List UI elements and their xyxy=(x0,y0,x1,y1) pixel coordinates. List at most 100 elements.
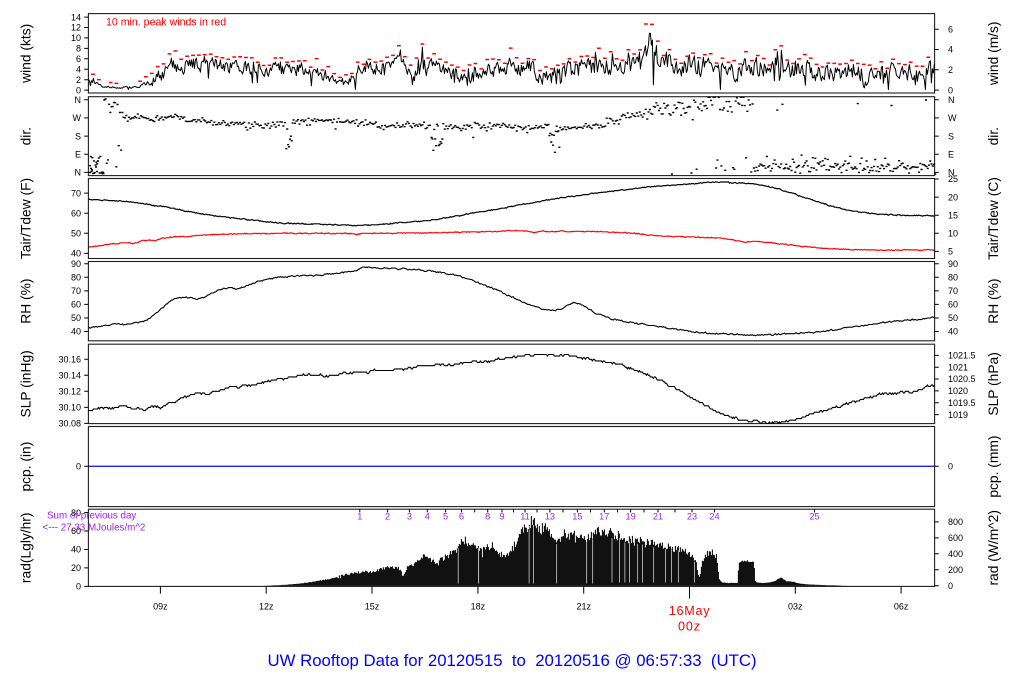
svg-text:20: 20 xyxy=(948,192,958,202)
svg-text:dir.: dir. xyxy=(986,127,1001,145)
svg-text:9: 9 xyxy=(499,511,504,521)
svg-text:21: 21 xyxy=(653,511,663,521)
svg-text:6: 6 xyxy=(76,54,81,64)
svg-text:Tair/Tdew (F): Tair/Tdew (F) xyxy=(19,178,34,259)
svg-text:25: 25 xyxy=(948,174,958,184)
svg-text:<--- 27.33 MJoules/m^2: <--- 27.33 MJoules/m^2 xyxy=(43,523,146,534)
svg-text:70: 70 xyxy=(71,188,81,198)
svg-text:SLP (hPa): SLP (hPa) xyxy=(986,352,1001,415)
svg-text:pcp. (mm): pcp. (mm) xyxy=(986,436,1001,498)
svg-text:30.08: 30.08 xyxy=(58,419,81,429)
svg-text:N: N xyxy=(948,95,955,105)
svg-text:UW Rooftop Data for 20120515: UW Rooftop Data for 20120515 to 20120516… xyxy=(267,651,756,670)
svg-text:4: 4 xyxy=(76,64,81,74)
svg-text:19: 19 xyxy=(625,511,635,521)
svg-text:60: 60 xyxy=(71,208,81,218)
svg-text:1020.5: 1020.5 xyxy=(948,374,976,384)
svg-text:SLP (inHg): SLP (inHg) xyxy=(19,350,34,417)
svg-text:80: 80 xyxy=(71,273,81,283)
svg-text:30.14: 30.14 xyxy=(58,371,81,381)
svg-text:15: 15 xyxy=(572,511,582,521)
svg-text:E: E xyxy=(75,149,81,159)
svg-text:rad (W/m^2): rad (W/m^2) xyxy=(986,510,1001,585)
svg-text:RH (%): RH (%) xyxy=(986,278,1001,323)
svg-text:8: 8 xyxy=(76,44,81,54)
svg-text:21z: 21z xyxy=(576,602,591,612)
svg-text:30.12: 30.12 xyxy=(58,387,81,397)
svg-text:50: 50 xyxy=(71,313,81,323)
svg-text:600: 600 xyxy=(948,533,963,543)
svg-text:S: S xyxy=(948,131,954,141)
svg-text:dir.: dir. xyxy=(19,127,34,145)
svg-text:5: 5 xyxy=(443,511,448,521)
svg-text:N: N xyxy=(948,168,955,178)
svg-text:S: S xyxy=(75,131,81,141)
svg-text:10: 10 xyxy=(71,33,81,43)
svg-text:0: 0 xyxy=(76,582,81,592)
svg-text:W: W xyxy=(73,113,82,123)
svg-text:0: 0 xyxy=(76,462,81,472)
svg-text:1021.5: 1021.5 xyxy=(948,351,976,361)
svg-text:90: 90 xyxy=(948,259,958,269)
svg-text:30.10: 30.10 xyxy=(58,403,81,413)
svg-text:8: 8 xyxy=(485,511,490,521)
svg-text:60: 60 xyxy=(71,300,81,310)
svg-text:70: 70 xyxy=(71,286,81,296)
svg-text:10 min. peak winds in red: 10 min. peak winds in red xyxy=(106,16,226,28)
svg-text:14: 14 xyxy=(71,12,81,22)
svg-text:40: 40 xyxy=(71,545,81,555)
svg-text:60: 60 xyxy=(948,300,958,310)
svg-text:2: 2 xyxy=(385,511,390,521)
svg-text:60: 60 xyxy=(71,526,81,536)
svg-text:15z: 15z xyxy=(365,602,380,612)
svg-text:wind (m/s): wind (m/s) xyxy=(986,21,1001,86)
svg-text:0: 0 xyxy=(76,85,81,95)
svg-text:30.16: 30.16 xyxy=(58,355,81,365)
svg-text:18z: 18z xyxy=(471,602,486,612)
svg-text:1019: 1019 xyxy=(948,410,968,420)
svg-text:80: 80 xyxy=(948,273,958,283)
svg-text:400: 400 xyxy=(948,549,963,559)
svg-text:0: 0 xyxy=(948,462,953,472)
svg-text:70: 70 xyxy=(948,286,958,296)
svg-text:Sum of previous day: Sum of previous day xyxy=(47,510,136,521)
svg-text:23: 23 xyxy=(687,511,697,521)
svg-text:80: 80 xyxy=(71,508,81,518)
svg-text:16May: 16May xyxy=(669,604,711,618)
svg-text:15: 15 xyxy=(948,210,958,220)
svg-text:50: 50 xyxy=(71,229,81,239)
svg-text:1020: 1020 xyxy=(948,386,968,396)
svg-text:rad(Lgly/hr): rad(Lgly/hr) xyxy=(19,513,34,584)
svg-text:06z: 06z xyxy=(894,602,909,612)
svg-text:wind (kts): wind (kts) xyxy=(19,24,34,84)
svg-text:800: 800 xyxy=(948,517,963,527)
svg-text:10: 10 xyxy=(948,229,958,239)
svg-text:W: W xyxy=(948,113,957,123)
svg-text:N: N xyxy=(75,168,82,178)
svg-text:50: 50 xyxy=(948,313,958,323)
svg-text:13: 13 xyxy=(545,511,555,521)
svg-text:40: 40 xyxy=(948,327,958,337)
svg-text:2: 2 xyxy=(76,75,81,85)
svg-text:11: 11 xyxy=(520,511,530,521)
svg-text:40: 40 xyxy=(71,327,81,337)
svg-text:20: 20 xyxy=(71,563,81,573)
svg-text:0: 0 xyxy=(948,581,953,591)
svg-text:09z: 09z xyxy=(153,602,168,612)
svg-text:12z: 12z xyxy=(259,602,274,612)
svg-text:1019.5: 1019.5 xyxy=(948,398,976,408)
svg-text:0: 0 xyxy=(948,85,953,95)
svg-text:12: 12 xyxy=(71,23,81,33)
svg-text:1: 1 xyxy=(357,511,362,521)
svg-text:pcp. (in): pcp. (in) xyxy=(19,442,34,492)
svg-text:E: E xyxy=(948,149,954,159)
svg-text:24: 24 xyxy=(709,511,719,521)
svg-text:RH (%): RH (%) xyxy=(19,278,34,323)
svg-text:N: N xyxy=(75,95,82,105)
svg-text:200: 200 xyxy=(948,565,963,575)
svg-text:00z: 00z xyxy=(678,620,701,634)
svg-text:4: 4 xyxy=(425,511,430,521)
svg-text:4: 4 xyxy=(948,45,953,55)
svg-text:6: 6 xyxy=(948,25,953,35)
svg-text:1021: 1021 xyxy=(948,362,968,372)
